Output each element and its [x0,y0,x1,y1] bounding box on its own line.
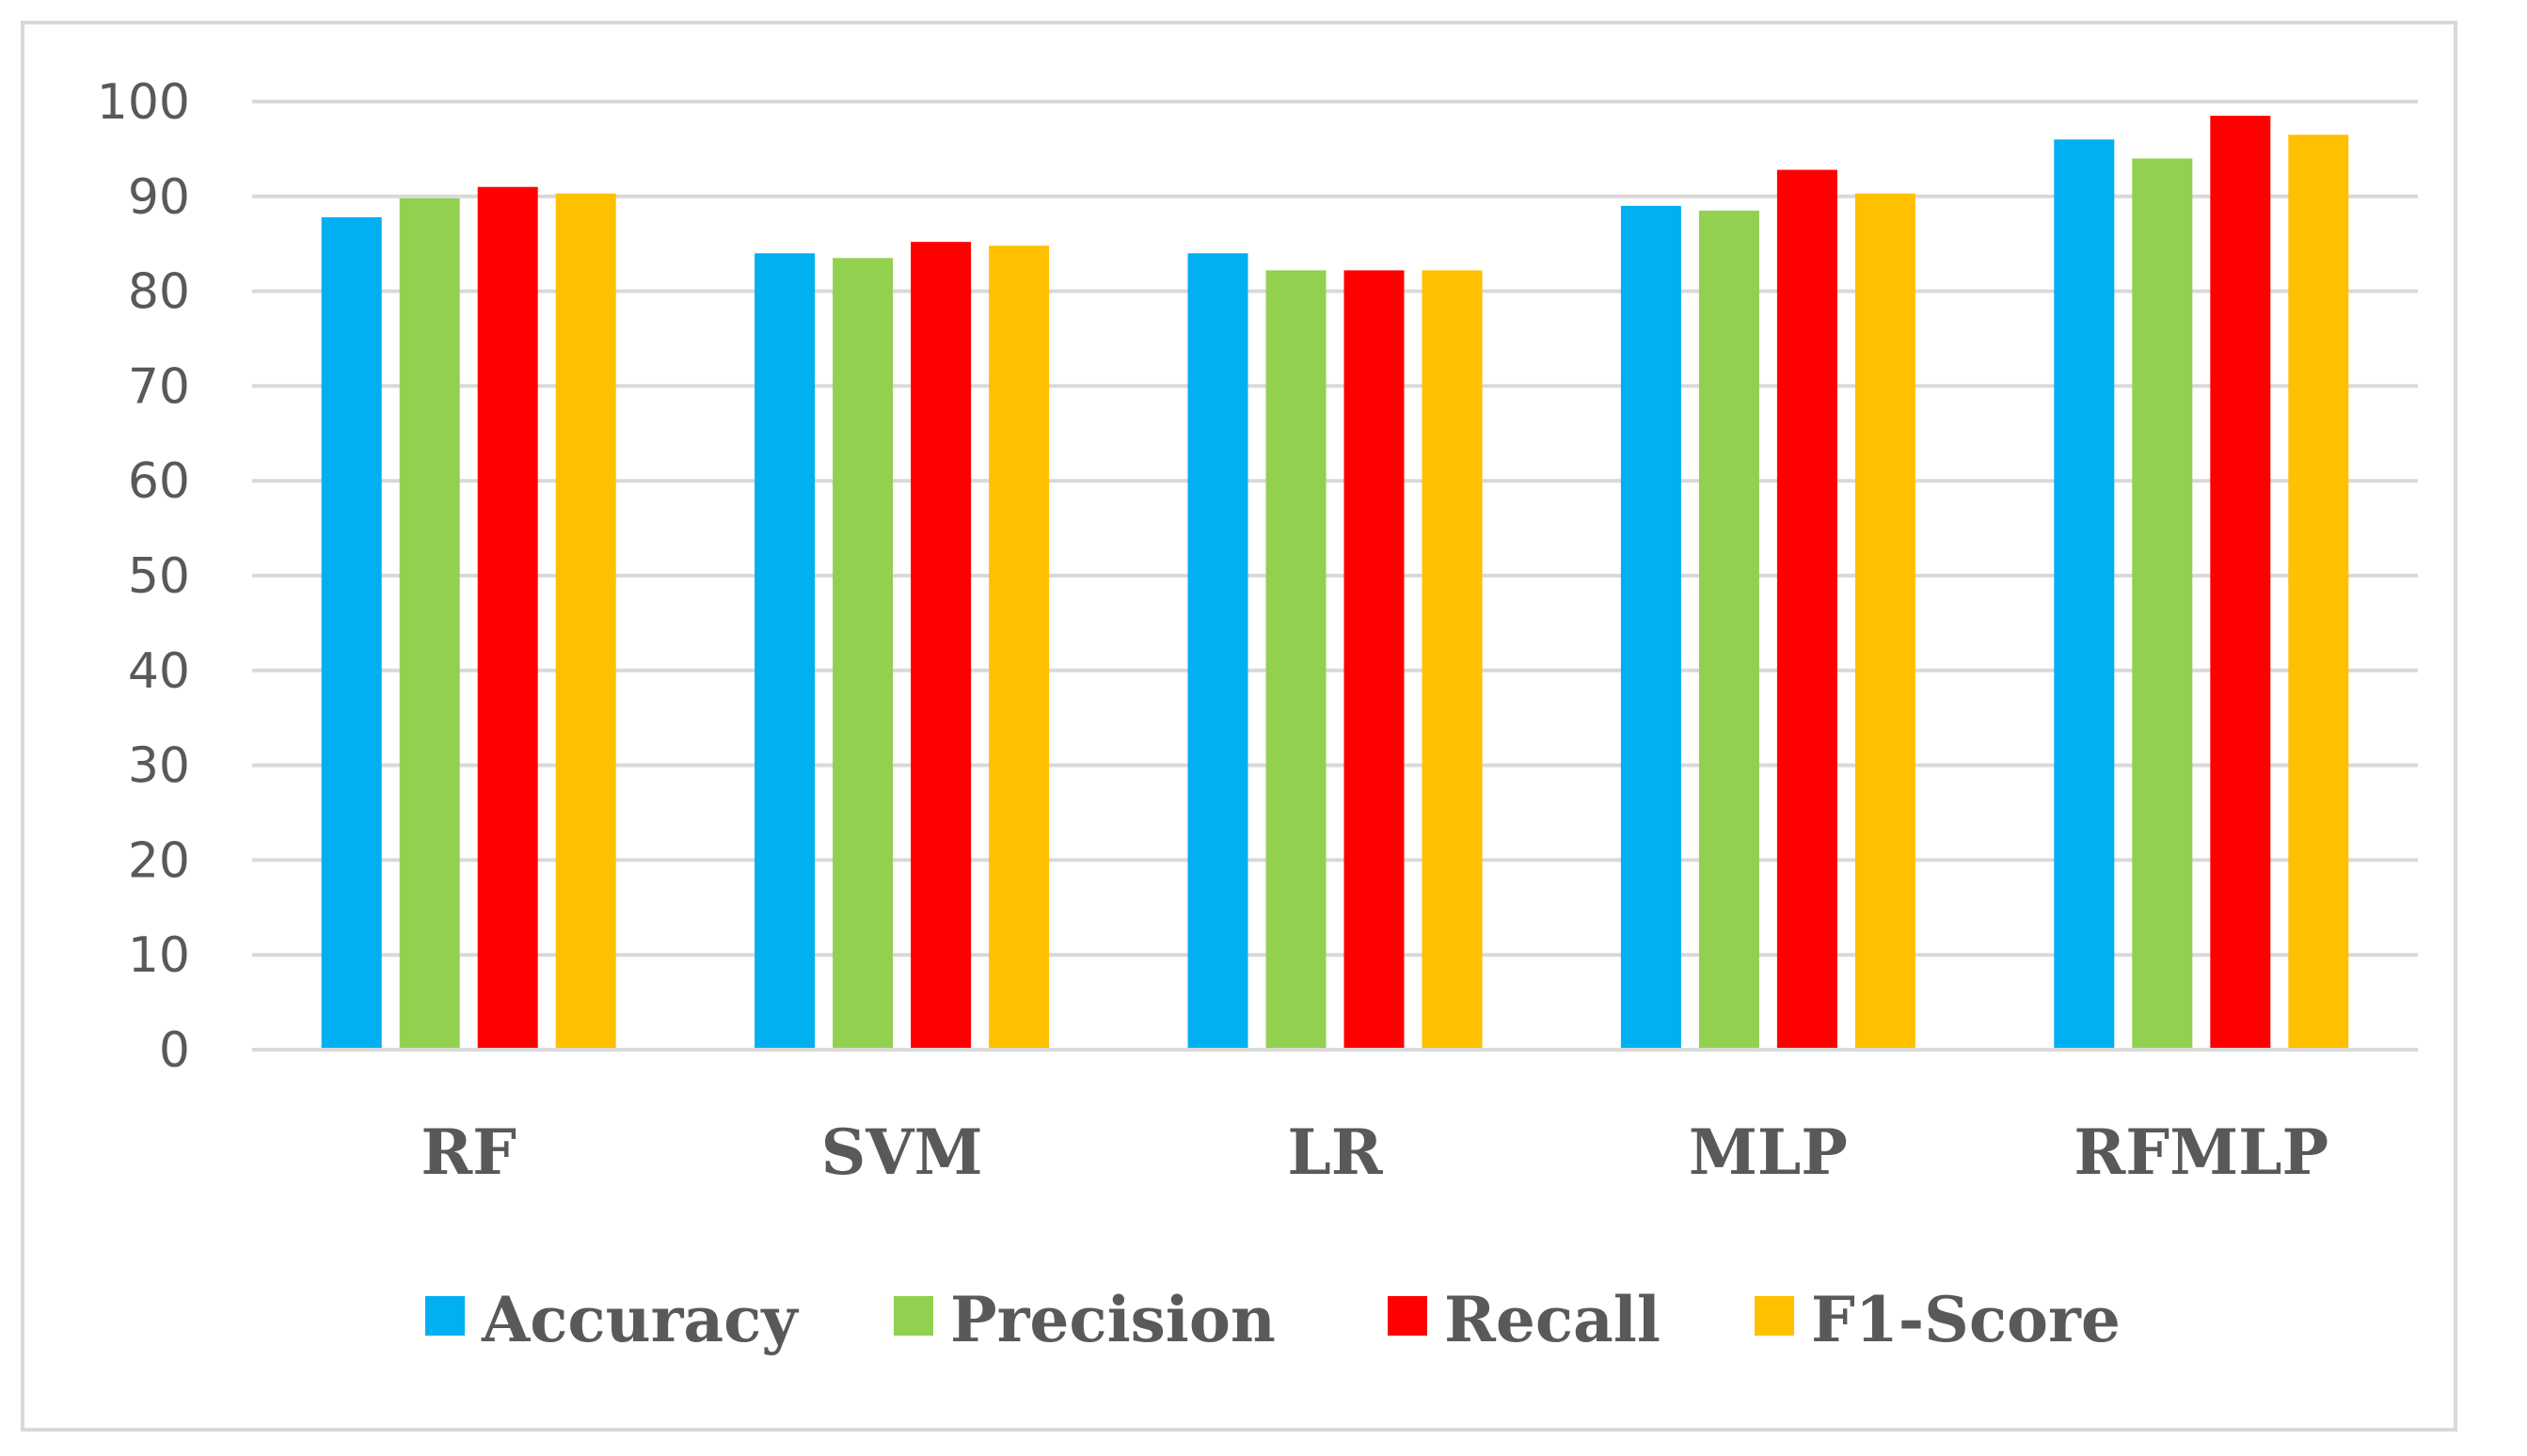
legend-swatch-f1-score [1755,1296,1794,1336]
bar-rf-accuracy [321,216,382,1050]
bar-mlp-precision [1698,210,1759,1051]
bar-lr-precision [1265,270,1327,1050]
bars [321,116,2349,1051]
y-tick-label: 40 [128,643,190,700]
bar-lr-accuracy [1187,253,1248,1050]
bar-mlp-accuracy [1620,205,1681,1050]
bar-svm-f1-score [989,245,1050,1050]
y-tick-label: 100 [97,74,190,131]
legend-swatch-precision [894,1296,933,1336]
x-tick-label: LR [1287,1116,1383,1189]
y-tick-label: 60 [128,453,190,510]
bar-rf-precision [399,198,460,1051]
bar-svm-accuracy [755,253,816,1050]
legend-label-accuracy: Accuracy [481,1283,799,1356]
bar-mlp-f1-score [1854,193,1915,1050]
y-tick-label: 70 [128,358,190,415]
legend-label-f1-score: F1-Score [1811,1283,2121,1356]
bar-lr-f1-score [1422,270,1483,1050]
bar-lr-recall [1343,270,1405,1050]
bar-rfmlp-recall [2210,116,2271,1051]
x-tick-label: RF [421,1116,517,1189]
bar-rf-f1-score [555,193,616,1050]
bar-rfmlp-f1-score [2288,135,2349,1050]
y-tick-label: 80 [128,264,190,321]
y-tick-label: 30 [128,738,190,795]
bar-rfmlp-accuracy [2054,139,2115,1050]
legend-label-recall: Recall [1444,1283,1661,1356]
legend-swatch-accuracy [425,1296,465,1336]
bar-rf-recall [477,186,538,1051]
bar-rfmlp-precision [2132,158,2193,1051]
y-tick-label: 50 [128,548,190,605]
y-tick-label: 20 [128,832,190,889]
legend-swatch-recall [1388,1296,1427,1336]
legend-label-precision: Precision [950,1283,1276,1356]
x-tick-label: RFMLP [2074,1116,2328,1189]
x-tick-label: SVM [821,1116,983,1189]
bar-mlp-recall [1776,169,1837,1051]
x-tick-label: MLP [1689,1116,1848,1189]
y-tick-label: 90 [128,169,190,226]
x-axis-ticks: RF SVM LR MLP RFMLP [421,1116,2328,1189]
y-axis-ticks: 0 10 20 30 40 50 60 70 80 90 100 [97,74,190,1079]
y-tick-label: 0 [159,1022,190,1079]
legend: Accuracy Precision Recall F1-Score [425,1283,2121,1356]
y-tick-label: 10 [128,927,190,984]
bar-svm-precision [833,258,894,1050]
bar-svm-recall [911,242,972,1051]
